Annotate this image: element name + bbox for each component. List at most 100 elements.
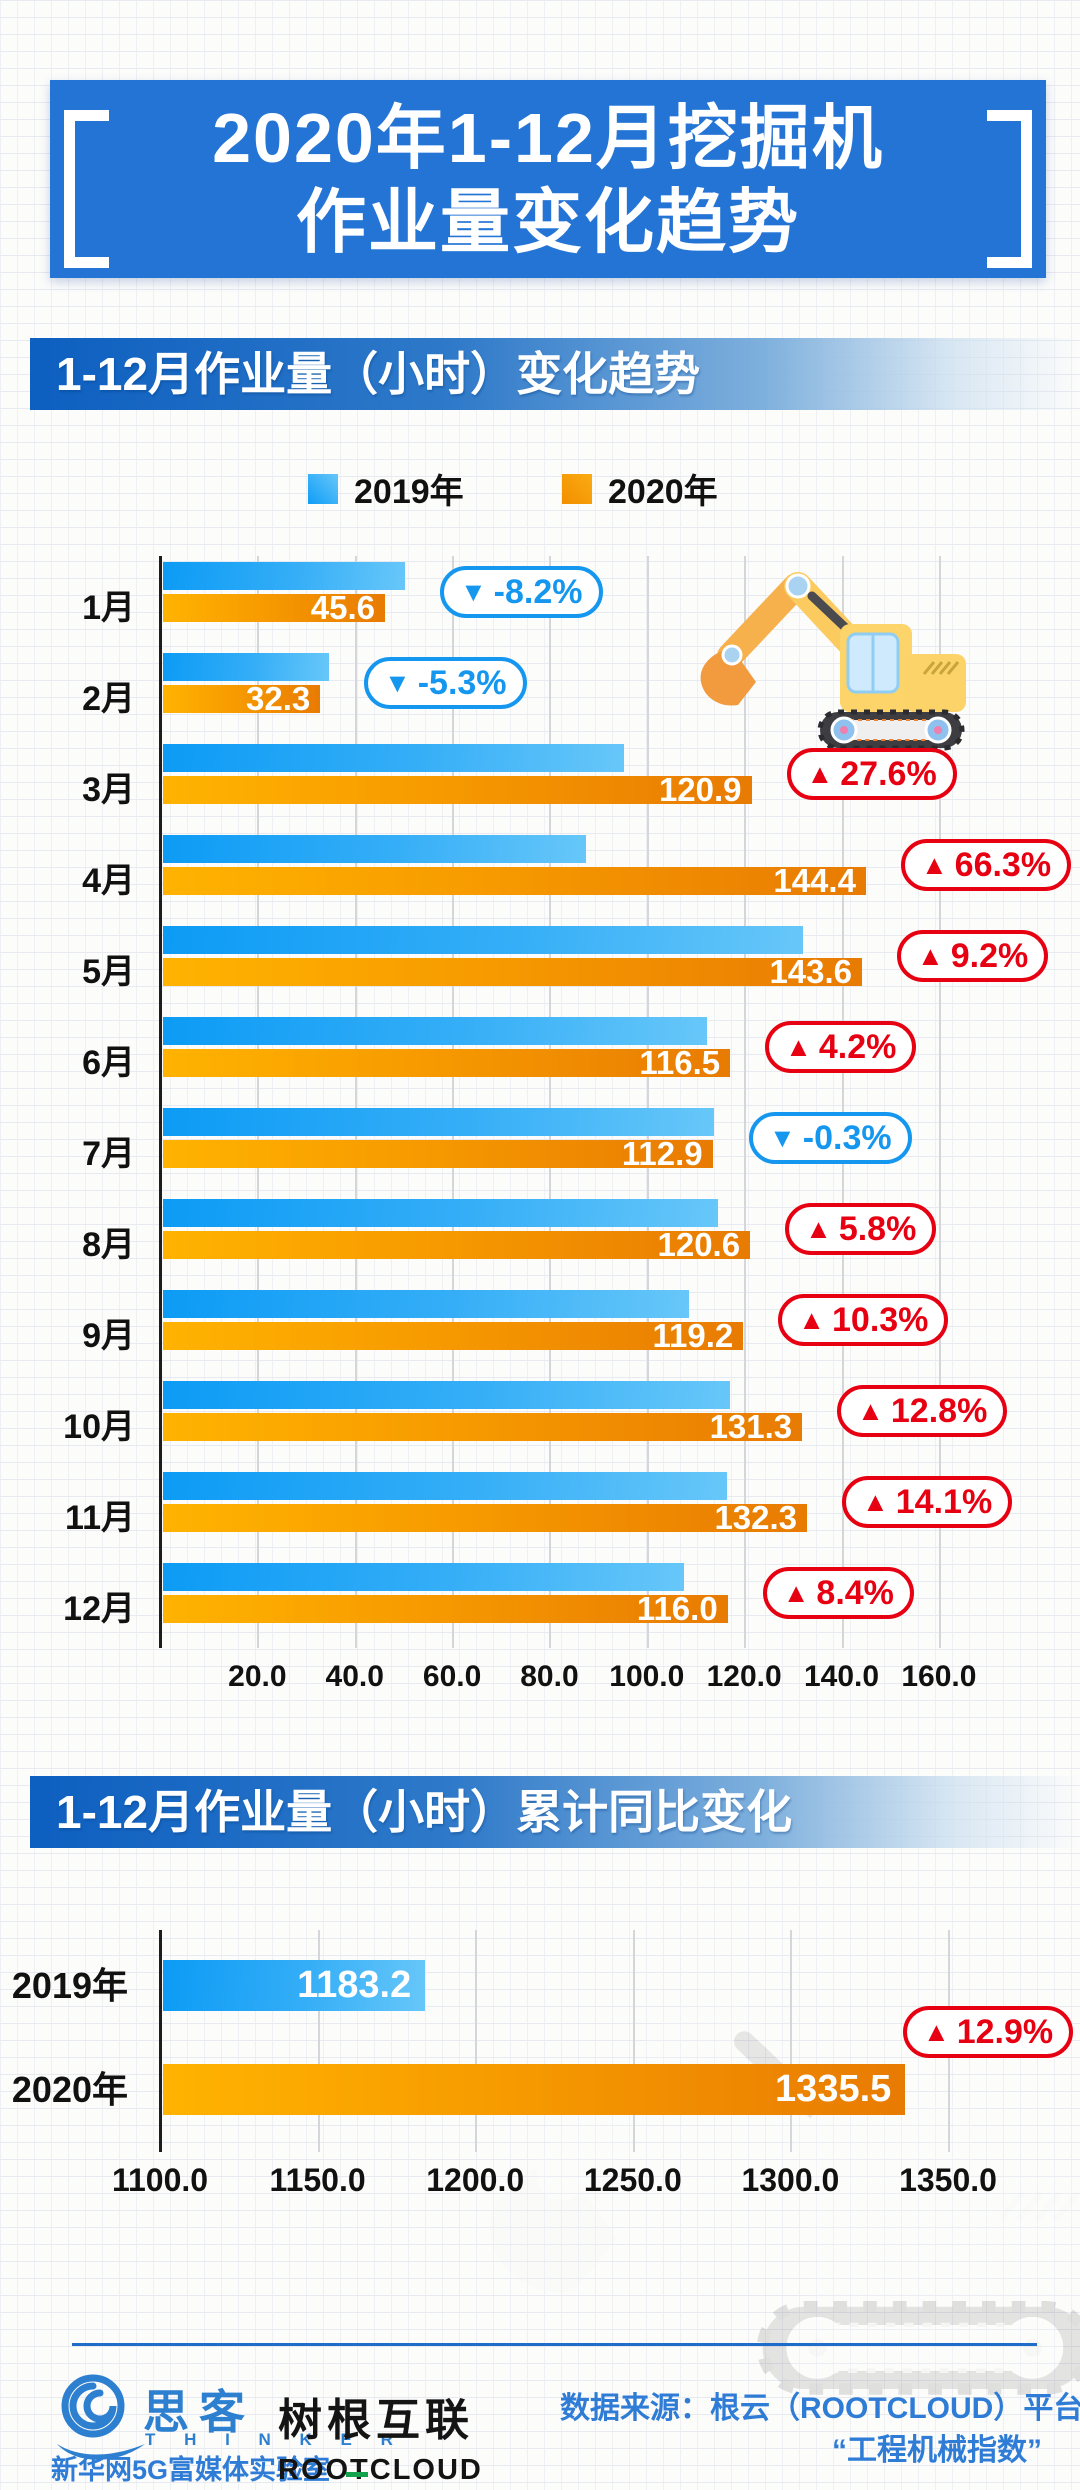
category-label: 1月 bbox=[82, 589, 135, 627]
bar-value: 1183.2 bbox=[297, 1964, 412, 2006]
legend-label-2020: 2020年 bbox=[608, 473, 718, 511]
bar-2019 bbox=[163, 1108, 715, 1136]
bar-2019 bbox=[163, 1472, 728, 1500]
bar-2020-value: 120.9 bbox=[658, 771, 742, 808]
bar-2020: 32.3 bbox=[163, 680, 321, 717]
page-title-line2: 作业量变化趋势 bbox=[296, 183, 800, 261]
change-badge-value: 5.8% bbox=[838, 1209, 917, 1248]
thinker-logo: 思客 T H I N K E R 新华网5G富媒体实验室 bbox=[51, 2372, 393, 2487]
footer-divider bbox=[72, 2343, 1037, 2346]
page-title: 2020年1-12月挖掘机 作业量变化趋势 bbox=[50, 80, 1046, 264]
change-badge-value: -0.3% bbox=[802, 1118, 892, 1157]
bar-2019 bbox=[163, 653, 329, 681]
category-label: 8月 bbox=[82, 1226, 135, 1264]
chart2-gridline bbox=[790, 1930, 793, 2152]
legend-swatch-2019 bbox=[308, 473, 338, 504]
chart1-x-tick: 140.0 bbox=[803, 1660, 880, 1693]
bar-2020-value: 116.5 bbox=[639, 1044, 721, 1081]
chart2-x-tick: 1300.0 bbox=[741, 2162, 840, 2198]
title-banner: 2020年1-12月挖掘机 作业量变化趋势 bbox=[50, 80, 1046, 278]
bar-2020-cumulative: 1335.5 bbox=[163, 2064, 906, 2115]
bar-2020: 45.6 bbox=[163, 589, 385, 626]
chart1-gridline bbox=[549, 556, 552, 1648]
category-label: 4月 bbox=[82, 862, 135, 900]
rootcloud-logo-en: ROOTCLOUD bbox=[278, 2454, 483, 2486]
legend-label-2019: 2019年 bbox=[354, 473, 464, 511]
change-badge-cumulative: ▲ 12.9% bbox=[903, 2006, 1074, 2058]
change-badge-value: 27.6% bbox=[840, 754, 937, 793]
rootcloud-logo: 树根互联 ROOTCLOUD bbox=[278, 2384, 483, 2487]
change-badge: ▲ 12.8% bbox=[837, 1385, 1008, 1437]
category-label: 2020年 bbox=[11, 2069, 128, 2110]
chart1-gridline bbox=[744, 556, 747, 1648]
change-badge-value: 66.3% bbox=[954, 845, 1052, 884]
bar-2019 bbox=[163, 562, 405, 590]
bar-2019 bbox=[163, 926, 804, 954]
change-badge: ▼ -8.2% bbox=[439, 566, 603, 618]
bar-2019 bbox=[163, 744, 624, 772]
thinker-logo-text: 思客 bbox=[143, 2386, 255, 2438]
category-label: 5月 bbox=[82, 953, 135, 991]
data-source-line1: 数据来源：根云（ROOTCLOUD）平台 bbox=[560, 2392, 1080, 2425]
up-triangle-icon: ▲ bbox=[806, 758, 834, 789]
bar-2020: 120.9 bbox=[163, 771, 752, 808]
up-triangle-icon: ▲ bbox=[785, 1031, 812, 1062]
change-badge-value: 10.3% bbox=[832, 1300, 929, 1339]
bar-2020: 116.0 bbox=[163, 1590, 728, 1627]
category-label: 7月 bbox=[82, 1135, 135, 1173]
chart1-y-axis bbox=[159, 556, 162, 1648]
chart2-x-tick: 1250.0 bbox=[583, 2162, 682, 2198]
bar-2019 bbox=[163, 835, 586, 863]
chart1-gridline bbox=[257, 556, 260, 1648]
chart1-gridline bbox=[646, 556, 649, 1648]
thinker-logo-latin: T H I N K E R bbox=[145, 2430, 405, 2449]
bar-2020-value: 131.3 bbox=[709, 1408, 793, 1445]
thinker-logo-subtitle: 新华网5G富媒体实验室 bbox=[51, 2455, 331, 2485]
bar-2019-cumulative: 1183.2 bbox=[163, 1960, 426, 2011]
rootcloud-logo-cn: 树根互联 bbox=[278, 2396, 474, 2445]
chart1-x-tick: 40.0 bbox=[325, 1660, 384, 1693]
chart2-y-axis bbox=[159, 1930, 162, 2152]
up-triangle-icon: ▲ bbox=[782, 1577, 810, 1608]
bar-2020-value: 116.0 bbox=[636, 1590, 718, 1627]
bar-2020-value: 120.6 bbox=[657, 1226, 741, 1263]
change-badge: ▲ 9.2% bbox=[897, 930, 1049, 982]
bar-2019 bbox=[163, 1017, 708, 1045]
bar-2019 bbox=[163, 1381, 730, 1409]
up-triangle-icon: ▲ bbox=[862, 1486, 889, 1517]
category-label: 2019年 bbox=[11, 1965, 128, 2006]
chart1-gridline bbox=[452, 556, 455, 1648]
section2-header: 1-12月作业量（小时）累计同比变化 bbox=[30, 1776, 1080, 1848]
category-label: 10月 bbox=[63, 1408, 135, 1446]
change-badge-value: -5.3% bbox=[417, 663, 507, 702]
category-label: 3月 bbox=[82, 771, 135, 809]
section1-header: 1-12月作业量（小时）变化趋势 bbox=[30, 338, 1080, 410]
bar-2020-value: 45.6 bbox=[310, 589, 375, 626]
bar-2019 bbox=[163, 1199, 718, 1227]
chart2-gridline bbox=[475, 1930, 478, 2152]
legend-item-2019: 2019年 bbox=[308, 464, 464, 513]
bar-2020-value: 143.6 bbox=[769, 953, 853, 990]
category-label: 2月 bbox=[82, 680, 135, 718]
up-triangle-icon: ▲ bbox=[920, 849, 948, 880]
chart2-x-tick: 1150.0 bbox=[269, 2162, 366, 2198]
bar-2020: 132.3 bbox=[163, 1499, 808, 1536]
change-badge-value: 14.1% bbox=[895, 1482, 993, 1521]
chart2-gridline bbox=[632, 1930, 635, 2152]
change-badge: ▲ 66.3% bbox=[900, 839, 1072, 891]
chart1-gridline bbox=[841, 556, 844, 1648]
bar-2020-value: 144.4 bbox=[773, 862, 856, 899]
bar-2020: 112.9 bbox=[163, 1135, 713, 1172]
down-triangle-icon: ▼ bbox=[383, 667, 411, 698]
bar-2019 bbox=[163, 1290, 690, 1318]
rootcloud-green-mark bbox=[346, 2472, 368, 2477]
bar-2020-value: 132.3 bbox=[714, 1499, 798, 1536]
change-badge: ▲ 8.4% bbox=[762, 1567, 914, 1619]
bar-2020: 143.6 bbox=[163, 953, 863, 990]
change-badge-value: -8.2% bbox=[493, 572, 583, 611]
bar-2019 bbox=[163, 1563, 684, 1591]
up-triangle-icon: ▲ bbox=[857, 1395, 884, 1426]
change-badge: ▲ 14.1% bbox=[842, 1476, 1013, 1528]
